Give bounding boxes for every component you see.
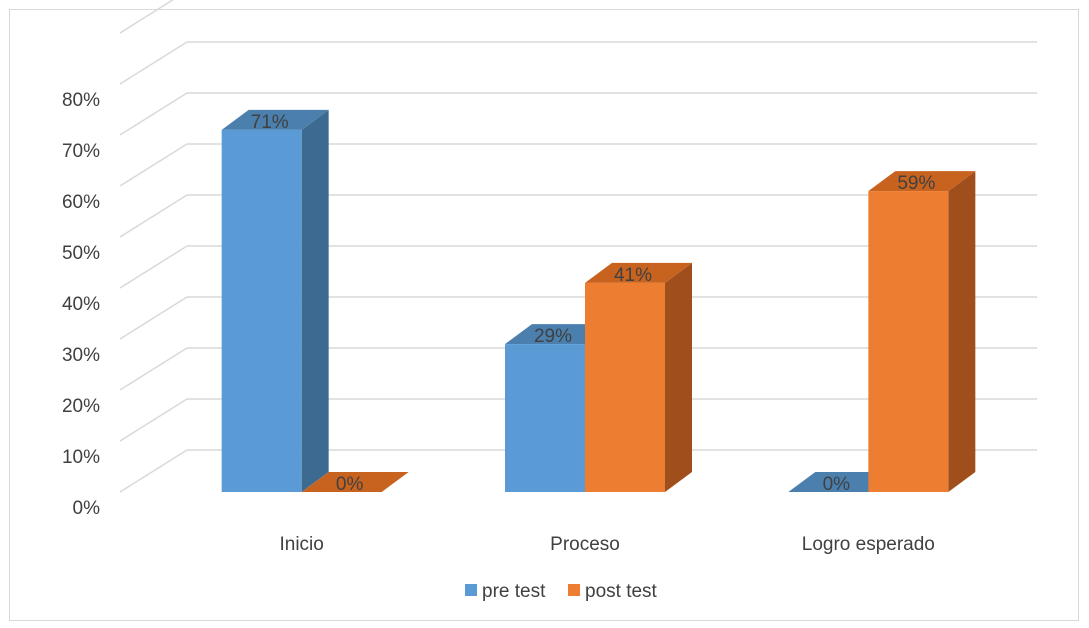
data-label: 59% [897,173,935,194]
y-tick-label: 10% [62,447,100,468]
bar-top [868,171,976,192]
legend-swatch [568,584,580,596]
y-tick-label: 30% [62,345,100,366]
data-label: 0% [336,474,364,495]
side-wall-line [119,41,188,85]
side-wall-line [119,449,188,493]
bar-front [585,282,665,492]
bars [221,109,976,493]
side-wall-line [119,347,188,391]
y-tick-label: 60% [62,192,100,213]
bar-side [665,262,692,492]
data-labels: 71% 0% 29% 41% 0% 59% [251,112,936,495]
bar-top [221,109,329,130]
category-label: Inicio [279,534,323,555]
bar-front [505,344,585,492]
y-tick-label: 40% [62,294,100,315]
bar-front [868,191,949,492]
data-label: 29% [534,326,572,347]
y-tick-label: 20% [62,396,100,417]
legend: pre test post test [465,581,658,602]
bar-top [585,262,692,283]
y-axis-ticks: 0% 10% 20% 30% 40% 50% 60% 70% 80% [62,90,100,519]
side-wall-line [119,92,188,136]
side-wall-line [119,0,175,34]
legend-swatch [465,584,477,596]
category-label: Logro esperado [802,534,935,555]
side-wall-line [119,194,188,238]
side-wall-line [119,398,188,442]
side-wall-line [119,296,188,340]
side-wall-line [119,245,188,289]
legend-label: post test [585,581,658,602]
bar-side [948,171,976,492]
y-tick-label: 80% [62,90,100,111]
x-axis-categories: Inicio Proceso Logro esperado [279,534,934,555]
data-label: 71% [251,112,289,133]
side-wall-line [119,143,188,187]
bar-top [301,472,409,492]
data-label: 41% [614,265,652,286]
legend-label: pre test [482,581,546,602]
y-tick-label: 50% [62,243,100,264]
y-tick-label: 0% [73,498,101,519]
category-label: Proceso [550,534,620,555]
bar-front [221,129,302,492]
y-tick-label: 70% [62,141,100,162]
bar-side [301,109,329,493]
data-label: 0% [823,474,851,495]
